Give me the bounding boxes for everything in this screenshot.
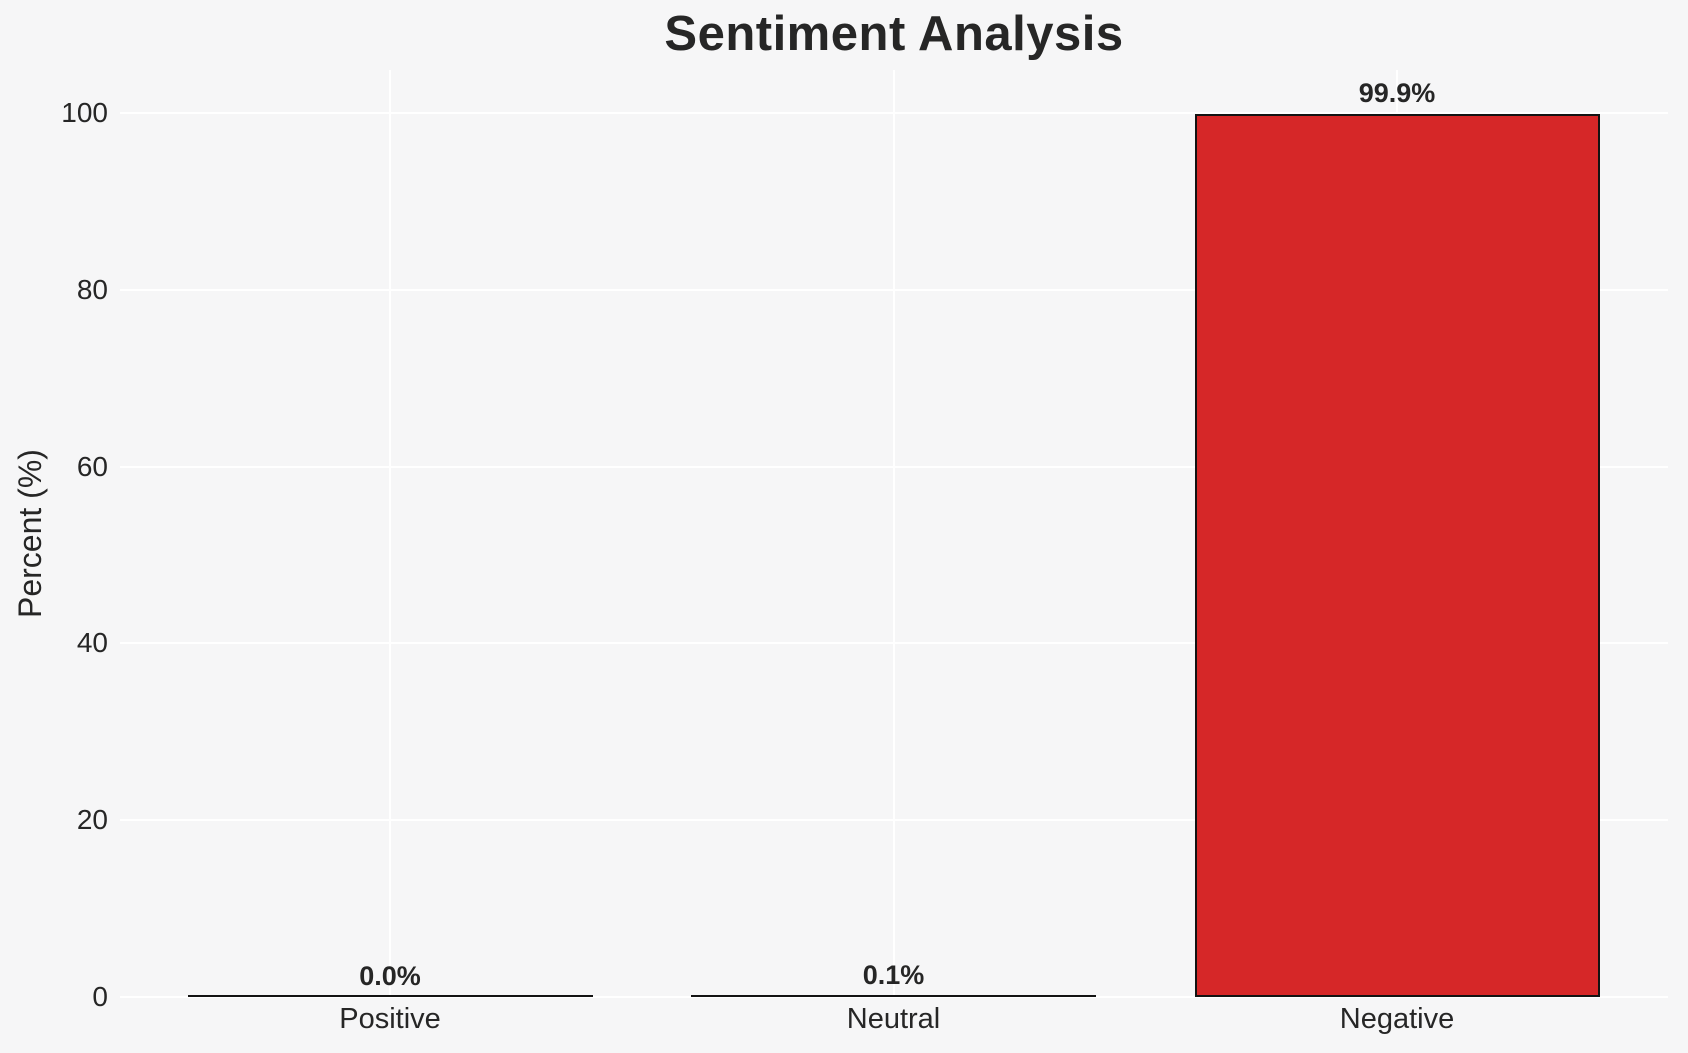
y-tick-label: 20 [76,804,108,836]
gridline-vertical [892,70,895,997]
x-tick-label: Negative [1339,1003,1455,1035]
y-tick-label: 100 [61,97,108,128]
bar-neutral [691,994,1096,997]
bar-value-label: 99.9% [1358,77,1436,108]
x-tick-label: Neutral [846,1003,941,1035]
x-tick-label: Positive [339,1003,441,1035]
bar-value-label: 0.0% [359,961,421,991]
bar-value-label: 0.1% [862,960,925,991]
y-tick-label: 80 [76,273,108,305]
gridline-vertical [389,70,391,997]
y-tick-label: 40 [76,627,108,659]
y-tick-label: 60 [76,450,108,482]
bar-negative [1194,113,1600,997]
y-tick-label: 0 [92,981,108,1012]
chart-title: Sentiment Analysis [664,7,1124,61]
gridline-horizontal [120,996,1668,998]
bar-positive [187,994,593,997]
